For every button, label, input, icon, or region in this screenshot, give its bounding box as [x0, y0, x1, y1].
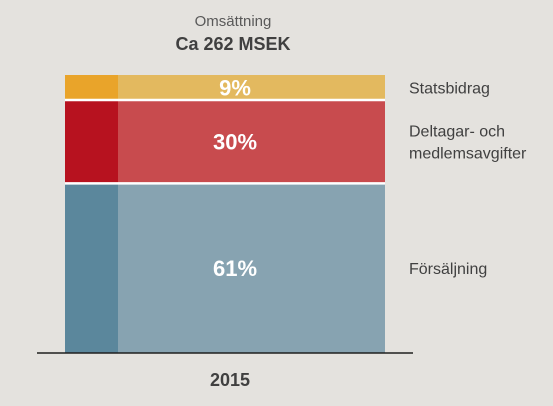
bar-segment-deltagar-och-medlemsavgifter — [65, 100, 385, 184]
data-label-försäljning: 61% — [213, 256, 257, 281]
chart-title: Omsättning — [195, 13, 272, 30]
data-label-deltagar-och-medlemsavgifter: 30% — [213, 130, 257, 155]
chart-subtitle: Ca 262 MSEK — [175, 34, 290, 54]
bar-accent-försäljning — [65, 183, 118, 353]
series-label-försäljning: Försäljning — [409, 261, 487, 278]
series-label-deltagar-och-medlemsavgifter: Deltagar- och medlemsavgifter — [409, 124, 527, 163]
x-tick-label: 2015 — [210, 370, 250, 390]
bar-accent-deltagar-och-medlemsavgifter — [65, 100, 118, 184]
bar-segment-försäljning — [65, 183, 385, 353]
data-label-statsbidrag: 9% — [219, 76, 251, 101]
bar-segment-statsbidrag — [65, 75, 385, 101]
series-label-statsbidrag: Statsbidrag — [409, 81, 490, 98]
bar-accent-statsbidrag — [65, 75, 118, 101]
bar-stack: 61% Försäljning 30% Deltagar- och medlemsavg… — [65, 75, 527, 353]
